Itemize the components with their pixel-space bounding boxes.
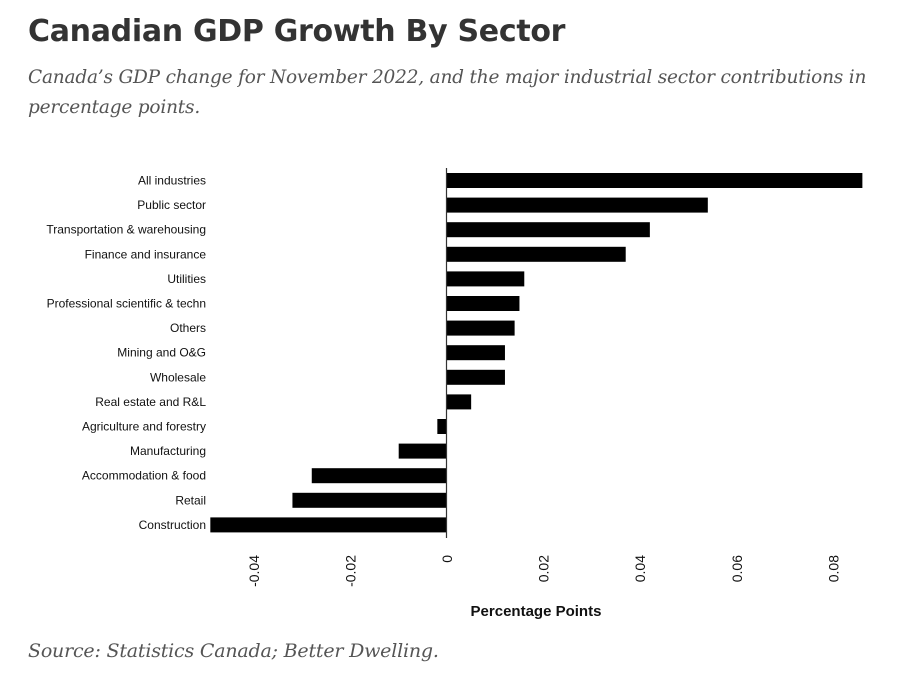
bar-real-estate-and-r-l (447, 394, 472, 410)
source-note: Source: Statistics Canada; Better Dwelli… (28, 640, 439, 662)
x-tick-label: 0 (439, 555, 455, 563)
x-tick-label: 0.06 (729, 555, 745, 582)
bar-transportation-warehousing (447, 222, 650, 238)
category-label-retail: Retail (175, 493, 206, 507)
x-tick-label: -0.04 (246, 555, 262, 587)
category-label-mining-and-o-g: Mining and O&G (117, 346, 206, 360)
bar-chart: All industries Public sector Transportatio… (46, 168, 863, 620)
bar-all-industries (447, 173, 863, 188)
bar-others (447, 320, 515, 336)
bar-public-sector (447, 197, 708, 213)
category-label-professional-scientific-techn: Professional scientific & techn (47, 297, 206, 311)
chart-subtitle: Canada’s GDP change for November 2022, a… (28, 67, 867, 118)
bars-group (210, 173, 863, 533)
x-tick-label: -0.02 (342, 555, 358, 587)
category-label-agriculture-and-forestry: Agriculture and forestry (82, 420, 206, 434)
category-label-wholesale: Wholesale (150, 370, 206, 384)
bar-utilities (447, 271, 525, 287)
bar-manufacturing (398, 443, 447, 459)
category-label-transportation-warehousing: Transportation & warehousing (46, 223, 206, 237)
x-tick-label: 0.02 (536, 555, 552, 582)
category-labels: All industries Public sector Transportatio… (46, 174, 206, 532)
bar-agriculture-and-forestry (437, 419, 447, 434)
category-label-public-sector: Public sector (137, 198, 206, 212)
x-tick-labels: -0.04 -0.02 0 0.02 0.04 0.06 0.08 (246, 555, 842, 587)
category-label-accommodation-food: Accommodation & food (82, 469, 206, 483)
category-label-construction: Construction (139, 518, 206, 532)
category-label-utilities: Utilities (167, 272, 206, 286)
bar-construction (210, 517, 447, 533)
chart-title: Canadian GDP Growth By Sector (28, 14, 566, 49)
bar-professional-scientific-techn (447, 296, 520, 311)
bar-mining-and-o-g (447, 345, 505, 361)
category-label-manufacturing: Manufacturing (130, 444, 206, 458)
x-axis-title: Percentage Points (471, 603, 602, 620)
bar-wholesale (447, 369, 505, 385)
x-tick-label: 0.04 (632, 555, 648, 582)
category-label-finance-and-insurance: Finance and insurance (85, 247, 207, 261)
bar-retail (292, 492, 447, 508)
category-label-all-industries: All industries (138, 174, 206, 188)
bar-finance-and-insurance (447, 246, 626, 262)
bar-accommodation-food (311, 468, 447, 484)
x-tick-label: 0.08 (825, 555, 841, 582)
category-label-real-estate-and-r-l: Real estate and R&L (95, 395, 206, 409)
category-label-others: Others (170, 321, 206, 335)
